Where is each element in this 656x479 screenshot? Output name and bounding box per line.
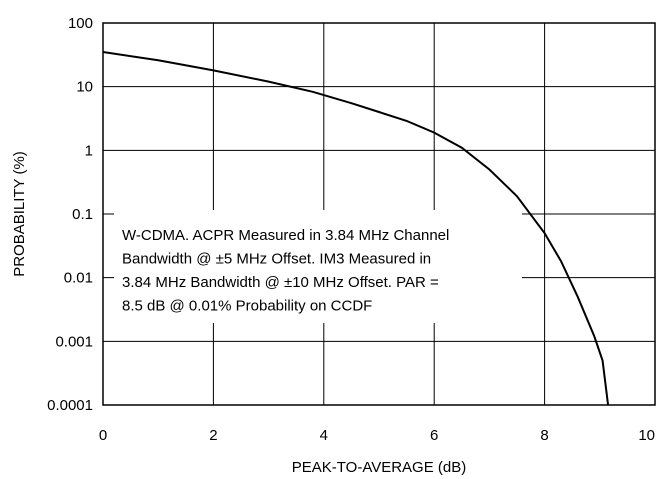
x-tick-label: 2 <box>209 427 217 444</box>
x-tick-label: 0 <box>99 427 107 444</box>
x-tick-label: 10 <box>638 427 655 444</box>
y-tick-label: 100 <box>68 15 93 32</box>
y-tick-labels: 100 10 1 0.1 0.01 0.001 0.0001 <box>47 15 93 414</box>
annotation-line: 8.5 dB @ 0.01% Probability on CCDF <box>122 298 372 315</box>
annotation-text: W-CDMA. ACPR Measured in 3.84 MHz Channe… <box>122 227 449 315</box>
y-tick-label: 1 <box>85 142 93 159</box>
annotation-line: W-CDMA. ACPR Measured in 3.84 MHz Channe… <box>122 227 449 244</box>
plot-area <box>102 22 656 406</box>
x-axis-title: PEAK-TO-AVERAGE (dB) <box>292 459 467 476</box>
y-axis-title: PROBABILITY (%) <box>11 151 28 277</box>
x-tick-label: 8 <box>540 427 548 444</box>
annotation-line: Bandwidth @ ±5 MHz Offset. IM3 Measured … <box>122 251 431 268</box>
y-tick-label: 0.1 <box>72 206 93 223</box>
y-tick-label: 0.001 <box>55 333 93 350</box>
y-tick-label: 10 <box>76 79 93 96</box>
ccdf-curve <box>102 51 610 406</box>
y-tick-label: 0.01 <box>64 270 93 287</box>
annotation-line: 3.84 MHz Bandwidth @ ±10 MHz Offset. PAR… <box>122 274 439 291</box>
x-tick-label: 4 <box>320 427 328 444</box>
annotation-background <box>114 210 522 323</box>
x-tick-label: 6 <box>430 427 438 444</box>
y-tick-label: 0.0001 <box>47 397 93 414</box>
x-tick-labels: 0 2 4 6 8 10 <box>99 427 655 444</box>
